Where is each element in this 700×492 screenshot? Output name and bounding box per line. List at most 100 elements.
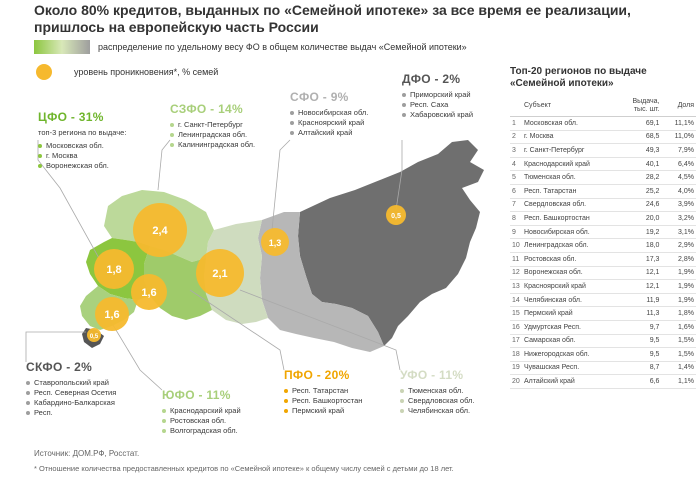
table-row: 2 г. Москва 68,5 11,0% [510, 130, 696, 145]
row-share: 1,5% [661, 347, 696, 362]
bubble-label-yufo: 1,6 [104, 309, 119, 321]
row-subject: Самарская обл. [522, 334, 626, 349]
district-cfo-subtitle: топ-3 региона по выдаче: [38, 128, 127, 137]
row-share: 3,2% [661, 211, 696, 226]
bubble-pfo: 1,6 [131, 274, 167, 310]
row-share: 1,9% [661, 293, 696, 308]
district-cfo: ЦФО - 31% топ-3 региона по выдаче: Моско… [38, 110, 127, 171]
row-index: 8 [510, 211, 522, 226]
bubble-label-sfo: 1,3 [269, 238, 282, 248]
row-share: 1,9% [661, 266, 696, 281]
legend-gradient-label: распределение по удельному весу ФО в общ… [98, 42, 467, 52]
source-note: Источник: ДОМ.РФ, Росстат. [34, 449, 140, 458]
row-share: 4,0% [661, 184, 696, 199]
row-subject: Ростовская обл. [522, 252, 626, 267]
bubble-label-skfo: 0,5 [90, 334, 99, 340]
row-issued: 25,2 [625, 184, 662, 199]
map-region-sfo [258, 212, 384, 352]
row-index: 1 [510, 116, 522, 131]
row-share: 7,9% [661, 143, 696, 158]
district-pfo-region: Респ. Татарстан [284, 386, 362, 396]
row-index: 17 [510, 334, 522, 349]
row-share: 11,0% [661, 130, 696, 145]
row-index: 13 [510, 279, 522, 294]
row-index: 4 [510, 157, 522, 172]
bubble-label-dfo: 0,5 [391, 213, 401, 220]
russia-map: 2,4 1,8 1,6 1,6 2,1 1,3 0,5 0,5 [25, 139, 484, 391]
table-row: 17 Самарская обл. 9,5 1,5% [510, 334, 696, 349]
top20-title-line-2: «Семейной ипотеки» [510, 78, 614, 89]
district-cfo-title: ЦФО - 31% [38, 110, 104, 124]
top20-title-line-1: Топ-20 регионов по выдаче [510, 66, 647, 77]
district-dfo-region: Приморский край [402, 90, 473, 100]
row-index: 18 [510, 347, 522, 362]
row-subject: Алтайский край [522, 374, 626, 389]
district-sfo-region: Новосибирская обл. [290, 108, 368, 118]
table-row: 18 Нижегородская обл. 9,5 1,5% [510, 347, 696, 362]
district-skfo-region: Кабардино-Балкарская [26, 398, 116, 408]
district-sfo: СФО - 9% Новосибирская обл. Красноярский… [290, 91, 368, 138]
legend-gradient-row: распределение по удельному весу ФО в общ… [34, 40, 467, 54]
row-issued: 24,6 [625, 198, 662, 213]
table-row: 20 Алтайский край 6,6 1,1% [510, 374, 696, 389]
row-share: 3,9% [661, 198, 696, 213]
district-dfo-region: Хабаровский край [402, 110, 473, 120]
footnote: * Отношение количества предоставленных к… [34, 464, 454, 473]
bubble-ufo: 2,1 [196, 249, 244, 297]
row-index: 15 [510, 306, 522, 321]
row-index: 5 [510, 170, 522, 185]
district-szfo-region: Калининградская обл. [170, 140, 255, 150]
legend-dot-row: уровень проникновения*, % семей [36, 64, 218, 80]
row-index: 7 [510, 198, 522, 213]
row-subject: г. Санкт-Петербург [522, 143, 626, 158]
row-subject: Пермский край [522, 306, 626, 321]
row-subject: Челябинская обл. [522, 293, 626, 308]
row-share: 1,6% [661, 320, 696, 335]
top20-title: Топ-20 регионов по выдаче «Семейной ипот… [510, 66, 696, 90]
row-share: 1,9% [661, 279, 696, 294]
table-row: 10 Ленинградская обл. 18,0 2,9% [510, 238, 696, 253]
row-index: 2 [510, 130, 522, 145]
row-index: 14 [510, 293, 522, 308]
row-subject: Удмуртская Респ. [522, 320, 626, 335]
table-row: 16 Удмуртская Респ. 9,7 1,6% [510, 320, 696, 335]
top20-header-row: Субъект Выдача, тыс. шт. Доля [510, 96, 696, 117]
legend-gradient-swatch [34, 40, 90, 54]
connector-dfo [395, 140, 403, 211]
table-row: 13 Красноярский край 12,1 1,9% [510, 279, 696, 294]
row-share: 1,4% [661, 361, 696, 376]
connector-skfo [25, 331, 86, 362]
row-share: 2,8% [661, 252, 696, 267]
district-szfo-title: СЗФО - 14% [170, 102, 243, 116]
table-row: 19 Чувашская Респ. 8,7 1,4% [510, 361, 696, 376]
connector-sfo [271, 139, 291, 231]
connector-cfo [37, 140, 101, 261]
bubble-yufo: 1,6 [95, 297, 129, 331]
row-index: 3 [510, 143, 522, 158]
district-yufo-region: Ростовская обл. [162, 416, 241, 426]
row-issued: 19,2 [625, 225, 662, 240]
row-index: 16 [510, 320, 522, 335]
table-row: 7 Свердловская обл. 24,6 3,9% [510, 198, 696, 213]
bubble-label-ufo: 2,1 [212, 268, 227, 280]
row-subject: Свердловская обл. [522, 198, 626, 213]
district-pfo-region: Респ. Башкортостан [284, 396, 362, 406]
row-index: 12 [510, 266, 522, 281]
row-issued: 8,7 [625, 361, 662, 376]
table-row: 14 Челябинская обл. 11,9 1,9% [510, 293, 696, 308]
row-issued: 69,1 [625, 116, 662, 131]
map-region-dfo [298, 140, 484, 346]
district-skfo: СКФО - 2% Ставропольский край Респ. Севе… [26, 361, 116, 418]
district-dfo-region: Респ. Саха [402, 100, 473, 110]
row-share: 1,5% [661, 334, 696, 349]
district-dfo: ДФО - 2% Приморский край Респ. Саха Хаба… [402, 73, 473, 120]
row-issued: 49,3 [625, 143, 662, 158]
top20-header-issued: Выдача, тыс. шт. [625, 96, 662, 117]
row-share: 2,9% [661, 238, 696, 253]
row-issued: 20,0 [625, 211, 662, 226]
bubble-szfo: 2,4 [133, 203, 187, 257]
table-row: 12 Воронежская обл. 12,1 1,9% [510, 266, 696, 281]
row-issued: 18,0 [625, 238, 662, 253]
row-issued: 11,3 [625, 306, 662, 321]
row-issued: 68,5 [625, 130, 662, 145]
